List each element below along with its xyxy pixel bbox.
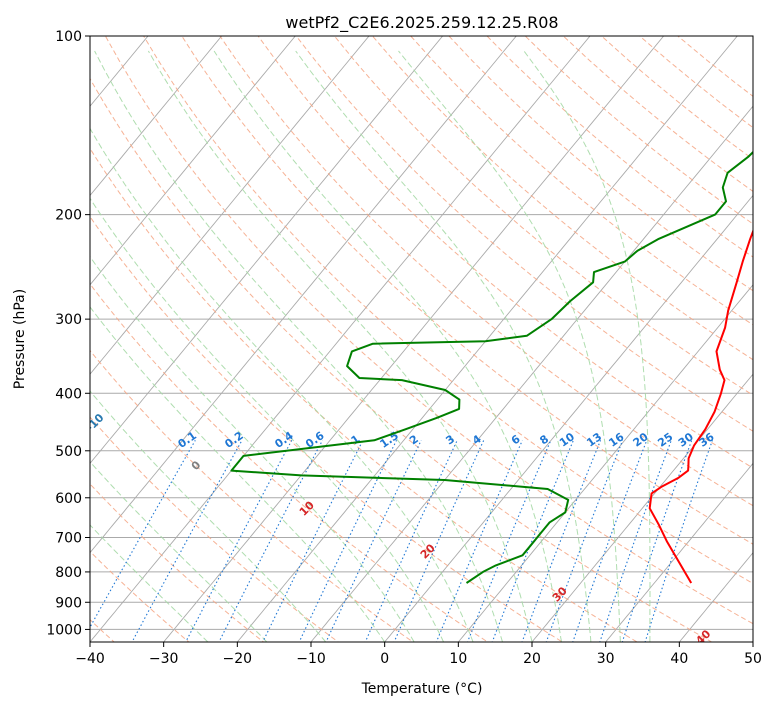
- dry-adiabat-line: [90, 483, 265, 642]
- dry-adiabat-line: [257, 36, 753, 469]
- isotherm-line: [90, 36, 591, 642]
- mixing-ratio-line: [644, 440, 713, 642]
- dry-adiabat-line: [104, 36, 753, 625]
- isotherm-line: [236, 36, 738, 642]
- dry-adiabat-line: [90, 77, 713, 642]
- moist-adiabat-line: [213, 50, 562, 642]
- isotherm-line: [90, 36, 444, 465]
- mixing-ratio-line: [364, 440, 458, 642]
- moist-adiabat-line: [90, 306, 386, 642]
- dry-adiabat-line: [334, 36, 753, 396]
- y-tick-label: 100: [55, 29, 82, 45]
- x-axis: −40 −30 −20 −10 0 10 20 30 40 50: [75, 642, 762, 667]
- isotherm-line: [678, 551, 753, 642]
- y-tick-label: 500: [55, 444, 82, 460]
- mixing-ratio-line: [262, 440, 364, 642]
- dry-adiabat-line: [90, 349, 414, 642]
- dry-adiabat-line: [143, 36, 753, 585]
- isotherm-line: [90, 36, 517, 554]
- x-tick-label: 40: [670, 651, 688, 667]
- x-tick-label: 50: [744, 651, 762, 667]
- dry-adiabat-line: [90, 283, 489, 642]
- profile-lines: [230, 150, 753, 584]
- profile-series-line: [648, 228, 753, 584]
- mixing-ratio-line: [298, 440, 397, 642]
- isotherm-line: [90, 36, 370, 375]
- mixing-ratio-line: [435, 440, 523, 642]
- mixing-ratio-line: [218, 440, 323, 642]
- mixing-ratio-line: [325, 440, 422, 642]
- dry-adiabat-line: [90, 147, 638, 642]
- moist-adiabat-line: [295, 50, 592, 642]
- x-tick-label: 10: [449, 651, 467, 667]
- dry-adiabat-line: [295, 36, 753, 432]
- moist-adiabat-line: [90, 197, 445, 642]
- x-tick-label: −10: [296, 651, 326, 667]
- moist-adiabat-line: [90, 127, 474, 642]
- mixing-ratio-line: [621, 440, 693, 642]
- y-tick-label: 300: [55, 312, 82, 328]
- x-tick-label: 30: [597, 651, 615, 667]
- mixing-ratio-line: [599, 440, 672, 642]
- y-tick-label: 800: [55, 565, 82, 581]
- x-tick-label: 20: [523, 651, 541, 667]
- y-tick-label: 700: [55, 531, 82, 547]
- y-axis-label: Pressure (hPa): [12, 289, 28, 389]
- moist-adiabat-line: [90, 390, 327, 642]
- mixing-ratio-line: [466, 440, 552, 642]
- dry-adiabat-line: [448, 36, 753, 292]
- y-tick-label: 400: [55, 386, 82, 402]
- chart-title: wetPf2_C2E6.2025.259.12.25.R08: [285, 13, 558, 33]
- moist-adiabat-line: [147, 50, 533, 642]
- x-tick-label: −30: [149, 651, 179, 667]
- y-tick-label: 900: [55, 595, 82, 611]
- x-axis-label: Temperature (°C): [361, 681, 483, 697]
- y-tick-label: 1000: [46, 622, 82, 638]
- moist-adiabat-line: [398, 50, 621, 642]
- isotherm-line: [384, 194, 753, 642]
- moist-adiabat-line: [90, 461, 268, 642]
- y-tick-label: 600: [55, 491, 82, 507]
- dry-adiabat-line: [90, 215, 564, 642]
- x-tick-label: −20: [223, 651, 253, 667]
- dry-adiabat-line: [90, 550, 190, 642]
- x-tick-label: 0: [380, 651, 389, 667]
- isotherm-line: [605, 462, 753, 642]
- y-axis: 100 200 300 400 500 600 700 800 900 1000: [46, 29, 90, 638]
- y-tick-label: 200: [55, 208, 82, 224]
- dry-adiabat-line: [90, 416, 340, 642]
- profile-series-line: [230, 150, 753, 584]
- mixing-ratio-line: [393, 440, 485, 642]
- mixing-ratio-line: [131, 440, 243, 642]
- x-tick-label: −40: [75, 651, 105, 667]
- dry-adiabat-line: [181, 36, 753, 545]
- mixing-ratio-line: [185, 440, 293, 642]
- moist-adiabat-line: [94, 50, 503, 642]
- plot-frame: [89, 35, 754, 643]
- dry-adiabat-line: [410, 36, 753, 326]
- isotherm-line: [163, 36, 665, 642]
- moist-adiabat-line: [523, 50, 651, 642]
- background-lines: [90, 36, 753, 642]
- moist-adiabat-line: [90, 255, 415, 642]
